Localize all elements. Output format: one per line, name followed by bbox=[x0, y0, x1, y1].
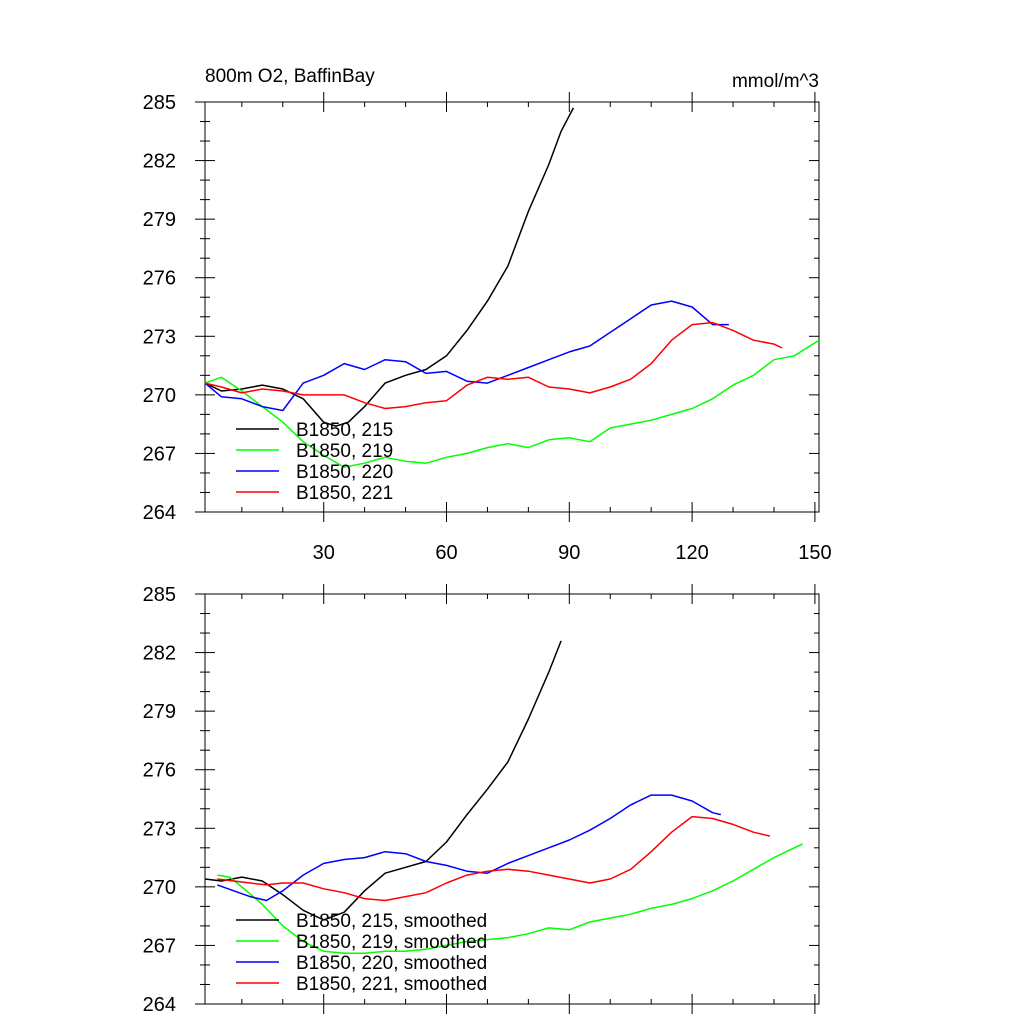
legend-label: B1850, 215, smoothed bbox=[296, 911, 487, 932]
legend-label: B1850, 220, smoothed bbox=[296, 953, 487, 974]
legend-label: B1850, 220 bbox=[296, 462, 393, 483]
y-tick-label: 279 bbox=[143, 209, 176, 231]
y-tick-label: 264 bbox=[143, 502, 176, 524]
legend-label: B1850, 215 bbox=[296, 420, 393, 441]
axis-ticks-bottom: 264 267 270 273 276 279 282 285 bbox=[143, 584, 819, 1016]
units-label: mmol/m^3 bbox=[732, 71, 819, 92]
panel-title: 800m O2, BaffinBay bbox=[205, 66, 375, 87]
series-line bbox=[217, 843, 803, 954]
y-tick-label: 267 bbox=[143, 935, 176, 957]
series-line bbox=[204, 107, 575, 427]
y-tick-label: 276 bbox=[143, 760, 176, 782]
y-tick-label: 285 bbox=[143, 92, 176, 114]
panel-top: 800m O2, BaffinBay mmol/m^3 264 267 270 273… bbox=[143, 66, 832, 564]
panel-bottom: 264 267 270 273 276 279 282 285 B1850, 215, smo… bbox=[143, 584, 820, 1016]
series-lines-bottom bbox=[204, 640, 803, 954]
legend-label: B1850, 221 bbox=[296, 483, 393, 504]
y-tick-label: 273 bbox=[143, 326, 176, 348]
y-tick-label: 279 bbox=[143, 701, 176, 723]
x-tick-label: 60 bbox=[435, 542, 457, 564]
y-tick-label: 270 bbox=[143, 877, 176, 899]
x-tick-label: 30 bbox=[313, 542, 335, 564]
series-line bbox=[204, 339, 820, 468]
x-tick-label: 150 bbox=[798, 542, 831, 564]
series-line bbox=[204, 640, 562, 921]
legend-label: B1850, 219 bbox=[296, 441, 393, 462]
y-tick-label: 282 bbox=[143, 643, 176, 665]
plot-frame-bottom bbox=[204, 593, 820, 1005]
series-lines-top bbox=[204, 107, 820, 468]
series-line bbox=[217, 815, 771, 902]
series-line bbox=[204, 300, 729, 412]
y-tick-label: 270 bbox=[143, 385, 176, 407]
y-tick-label: 273 bbox=[143, 818, 176, 840]
legend-label: B1850, 219, smoothed bbox=[296, 932, 487, 953]
y-tick-label: 285 bbox=[143, 584, 176, 606]
series-line bbox=[204, 321, 783, 410]
series-line bbox=[217, 794, 721, 902]
axis-ticks-top: 264 267 270 273 276 279 282 285 30 60 90 120 150 bbox=[143, 92, 832, 564]
y-tick-label: 276 bbox=[143, 268, 176, 290]
legend-label: B1850, 221, smoothed bbox=[296, 974, 487, 995]
x-tick-label: 90 bbox=[558, 542, 580, 564]
plot-frame-top bbox=[204, 101, 820, 513]
y-tick-label: 282 bbox=[143, 151, 176, 173]
x-tick-label: 120 bbox=[675, 542, 708, 564]
y-tick-label: 267 bbox=[143, 443, 176, 465]
y-tick-label: 264 bbox=[143, 994, 176, 1016]
